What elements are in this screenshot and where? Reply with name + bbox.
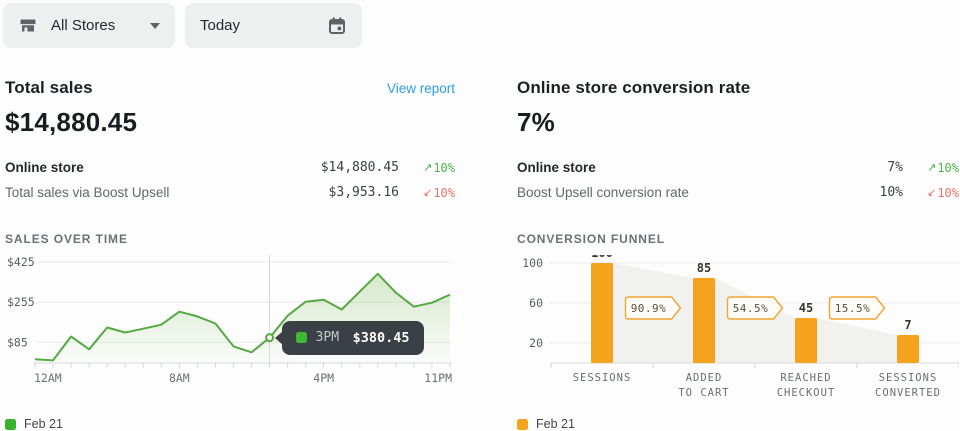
svg-text:90.9%: 90.9% <box>631 302 667 315</box>
legend-label: Feb 21 <box>24 417 63 431</box>
legend-label: Feb 21 <box>536 417 575 431</box>
metric-value: $3,953.16 <box>328 185 399 200</box>
total-sales-big-value: $14,880.45 <box>5 107 138 137</box>
sales-over-time-heading: SALES OVER TIME <box>5 232 128 246</box>
total-sales-panel: Total sales View report $14,880.45 Onlin… <box>5 78 455 431</box>
funnel-bar-chart-svg[interactable]: 100 60 20 100 85 45 7 90.9% 54.5% 15.5% SESSIONS AD… <box>517 255 959 407</box>
svg-text:100: 100 <box>591 255 613 260</box>
metric-label: Online store <box>517 160 596 175</box>
metric-value: $14,880.45 <box>320 160 399 175</box>
metric-value: 7% <box>887 160 903 175</box>
arrow-up-icon: ↗ <box>423 160 433 174</box>
arrow-up-icon: ↗ <box>927 160 937 174</box>
svg-text:7: 7 <box>904 318 911 332</box>
delta-badge: ↗10% <box>903 161 959 175</box>
conversion-rate-title: Online store conversion rate <box>517 78 751 97</box>
store-selector-button[interactable]: All Stores <box>3 3 175 48</box>
svg-text:$255: $255 <box>7 295 35 309</box>
metric-label: Online store <box>5 160 84 175</box>
metric-label: Boost Upsell conversion rate <box>517 185 689 200</box>
store-icon <box>18 16 38 36</box>
arrow-down-icon: ↙ <box>927 185 937 199</box>
tooltip-time: 3PM <box>315 330 340 346</box>
conversion-funnel-heading: CONVERSION FUNNEL <box>517 232 665 246</box>
svg-text:20: 20 <box>529 336 543 350</box>
svg-text:$85: $85 <box>7 335 28 349</box>
total-sales-metrics: Online store $14,880.45 ↗10% Total sales… <box>5 155 455 205</box>
svg-text:12AM: 12AM <box>34 371 62 385</box>
metric-value: 10% <box>879 185 903 200</box>
legend-swatch-orange <box>517 418 528 430</box>
tooltip-series-swatch <box>295 332 307 344</box>
store-selector-label: All Stores <box>51 17 116 34</box>
sales-legend: Feb 21 <box>5 417 455 431</box>
metric-row-online-store-sales: Online store $14,880.45 ↗10% <box>5 155 455 180</box>
conversion-rate-panel: Online store conversion rate 7% Online s… <box>517 78 959 431</box>
delta-value: 10% <box>433 185 455 200</box>
svg-text:54.5%: 54.5% <box>733 302 769 315</box>
conversion-rate-big-value: 7% <box>517 107 555 137</box>
svg-text:SESSIONS: SESSIONS <box>573 372 632 384</box>
sales-over-time-chart[interactable]: $425 $255 $85 12AM 8AM 4PM 11PM 3PM $380.45 <box>5 255 455 389</box>
chart-tooltip: 3PM $380.45 <box>274 320 424 355</box>
metric-row-boost-upsell-sales: Total sales via Boost Upsell $3,953.16 ↙… <box>5 180 455 205</box>
conversion-funnel-chart[interactable]: 100 60 20 100 85 45 7 90.9% 54.5% 15.5% SESSIONS AD… <box>517 255 959 407</box>
metric-row-boost-upsell-rate: Boost Upsell conversion rate 10% ↙10% <box>517 180 959 205</box>
metric-row-online-store-rate: Online store 7% ↗10% <box>517 155 959 180</box>
conversion-metrics: Online store 7% ↗10% Boost Upsell conver… <box>517 155 959 205</box>
arrow-down-icon: ↙ <box>423 185 433 199</box>
calendar-icon <box>327 16 347 36</box>
delta-badge: ↙10% <box>399 186 455 200</box>
total-sales-title: Total sales <box>5 78 93 97</box>
tooltip-value: $380.45 <box>352 329 410 346</box>
delta-value: 10% <box>433 160 455 175</box>
legend-swatch-green <box>5 418 16 430</box>
date-selector-button[interactable]: Today <box>185 3 362 48</box>
chevron-down-icon <box>150 22 160 29</box>
svg-text:8AM: 8AM <box>169 371 190 385</box>
svg-text:100: 100 <box>522 256 543 270</box>
svg-text:11PM: 11PM <box>424 371 452 385</box>
date-selector-label: Today <box>200 17 241 34</box>
delta-value: 10% <box>937 160 959 175</box>
delta-badge: ↗10% <box>399 161 455 175</box>
svg-text:60: 60 <box>529 296 543 310</box>
delta-badge: ↙10% <box>903 186 959 200</box>
svg-text:45: 45 <box>799 301 813 315</box>
svg-text:$425: $425 <box>7 255 35 269</box>
topbar: All Stores Today <box>0 0 960 48</box>
dashboard-content: Total sales View report $14,880.45 Onlin… <box>0 48 960 431</box>
svg-text:4PM: 4PM <box>313 371 334 385</box>
svg-text:85: 85 <box>697 261 711 275</box>
delta-value: 10% <box>937 185 959 200</box>
metric-label: Total sales via Boost Upsell <box>5 185 170 200</box>
svg-text:15.5%: 15.5% <box>835 302 871 315</box>
funnel-legend: Feb 21 <box>517 417 959 431</box>
view-report-link[interactable]: View report <box>386 81 455 96</box>
